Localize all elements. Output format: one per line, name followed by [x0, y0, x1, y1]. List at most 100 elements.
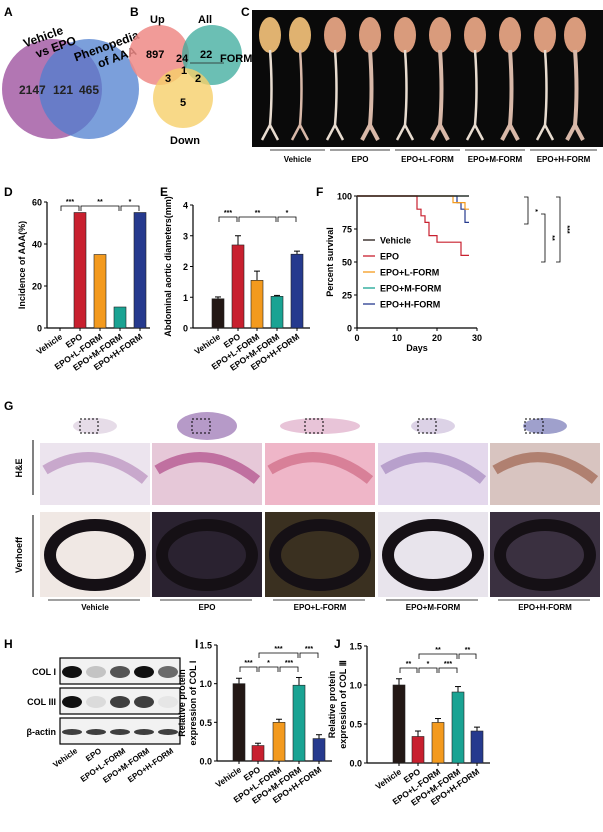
chart-J: 0.0 0.5 1.0 1.5 Relative protein expression o…: [327, 642, 490, 808]
chart-I: 0.0 0.5 1.0 1.5 Relative protein expression o…: [177, 641, 332, 806]
significance-label: ***: [285, 660, 293, 667]
blot-band: [110, 666, 130, 678]
x-tick-label: Vehicle: [373, 766, 403, 791]
legend-label: EPO: [380, 252, 399, 262]
venn-circle-down: [153, 68, 213, 128]
significance-bracket: [60, 205, 80, 211]
bar-EPO+H-FORM: [312, 738, 326, 762]
aorta-arch: [324, 17, 346, 53]
blot-lane-label: Vehicle: [51, 746, 79, 770]
y-tick-label: 60: [32, 198, 42, 208]
elastic-lamina: [382, 519, 484, 591]
y-tick-label: 20: [32, 282, 42, 292]
x-tick-label: Vehicle: [213, 764, 243, 789]
significance-label: *: [129, 199, 132, 206]
x-axis-label: Days: [406, 343, 428, 353]
significance-label: ***: [244, 660, 252, 667]
y-tick-label: 1.0: [199, 679, 212, 689]
histology-panel: H&E Verhoeff Vehicle EPO EPO+L-FORM EPO+M-F…: [14, 412, 600, 612]
significance-label: ***: [563, 225, 570, 233]
legend-label: EPO+H-FORM: [380, 300, 440, 310]
zoom-box: [417, 418, 437, 434]
x-tick-label: 0: [354, 333, 359, 343]
significance-label: ***: [274, 646, 282, 653]
bar-EPO+L-FORM: [250, 280, 264, 329]
blot-band: [134, 729, 154, 735]
significance-bracket: [218, 216, 238, 222]
y-tick-label: 25: [342, 291, 352, 301]
aorta-arch: [429, 17, 451, 53]
aorta-vessel: [535, 49, 555, 141]
panel-letter-d: D: [4, 185, 13, 199]
survival-line-EPO+L-FORM: [357, 195, 469, 210]
y-tick-label: 0.5: [199, 718, 212, 728]
venn-count-right: 465: [79, 83, 99, 97]
vessel-section: [523, 418, 567, 434]
y-tick-label: 100: [337, 192, 352, 202]
venn-count-center: 1: [181, 65, 187, 77]
y-axis-label: Percent survival: [325, 227, 335, 297]
significance-label: *: [286, 210, 289, 217]
significance-bracket: [258, 652, 299, 658]
x-tick-label: 30: [472, 333, 482, 343]
elastic-lamina: [156, 519, 258, 591]
venn-diagram-a: Vehicle vs EPO Phenopedia of AAA 2147 12…: [2, 23, 141, 139]
vessel-wall: [42, 452, 149, 484]
y-tick-label: 0.0: [199, 757, 212, 767]
group-label-3: EPO+M-FORM: [468, 155, 523, 164]
survival-line-EPO+H-FORM: [357, 195, 469, 223]
y-tick-label: 0: [347, 324, 352, 334]
y-axis-label: Relative protein: [327, 671, 337, 739]
venn-circle-phenopedia: [39, 39, 139, 139]
y-axis-label: Relative protein: [177, 669, 187, 737]
vessel-section: [411, 418, 455, 434]
aorta-vessel: [430, 49, 450, 141]
blot-band: [110, 696, 130, 708]
y-tick-label: 3: [183, 231, 188, 241]
histology-group-label-2: EPO+L-FORM: [294, 603, 347, 612]
x-tick-label: 10: [392, 333, 402, 343]
x-tick-label: Vehicle: [192, 331, 222, 356]
bar-EPO+M-FORM: [451, 691, 465, 764]
bar-EPO+M-FORM: [270, 296, 284, 329]
panel-letter-c: C: [241, 5, 250, 19]
significance-label: **: [97, 199, 103, 206]
aorta-arch: [359, 17, 381, 53]
blot-band: [86, 696, 106, 708]
group-label-4: EPO+H-FORM: [537, 155, 591, 164]
row-label-verhoeff: Verhoeff: [14, 536, 24, 573]
venn-count-up: 897: [146, 49, 164, 61]
y-axis-label: Abdominal aortic diameters(mm): [163, 196, 173, 337]
venn-count-overlap: 121: [53, 83, 73, 97]
significance-bracket: [399, 667, 418, 673]
aorta-vessel: [500, 49, 520, 141]
significance-label: ***: [444, 661, 452, 668]
bar-EPO+M-FORM: [113, 306, 127, 329]
y-tick-label: 2: [183, 262, 188, 272]
y-tick-label: 1.0: [349, 681, 362, 691]
significance-label: ***: [305, 646, 313, 653]
panel-letter-j: J: [334, 637, 341, 651]
significance-bracket: [438, 667, 458, 673]
vessel-section: [280, 418, 360, 434]
bar-EPO+M-FORM: [292, 684, 306, 762]
significance-bracket: [541, 213, 546, 263]
bar-EPO: [411, 736, 425, 764]
bar-EPO+L-FORM: [93, 254, 107, 329]
aorta-arch: [394, 17, 416, 53]
significance-label: *: [531, 209, 538, 212]
panel-letter-e: E: [160, 185, 168, 199]
bar-EPO: [231, 244, 245, 329]
blot-band: [110, 729, 130, 735]
bar-EPO: [251, 745, 265, 762]
vessel-wall: [492, 452, 599, 484]
significance-bracket: [80, 205, 120, 211]
aorta-vessel: [290, 49, 310, 141]
significance-bracket: [556, 196, 561, 263]
panel-letter-g: G: [4, 399, 13, 413]
elastic-lamina: [269, 519, 371, 591]
chart-F: 0 25 50 75 100 0 10 20 30 Days Percent survival Veh…: [325, 192, 570, 354]
